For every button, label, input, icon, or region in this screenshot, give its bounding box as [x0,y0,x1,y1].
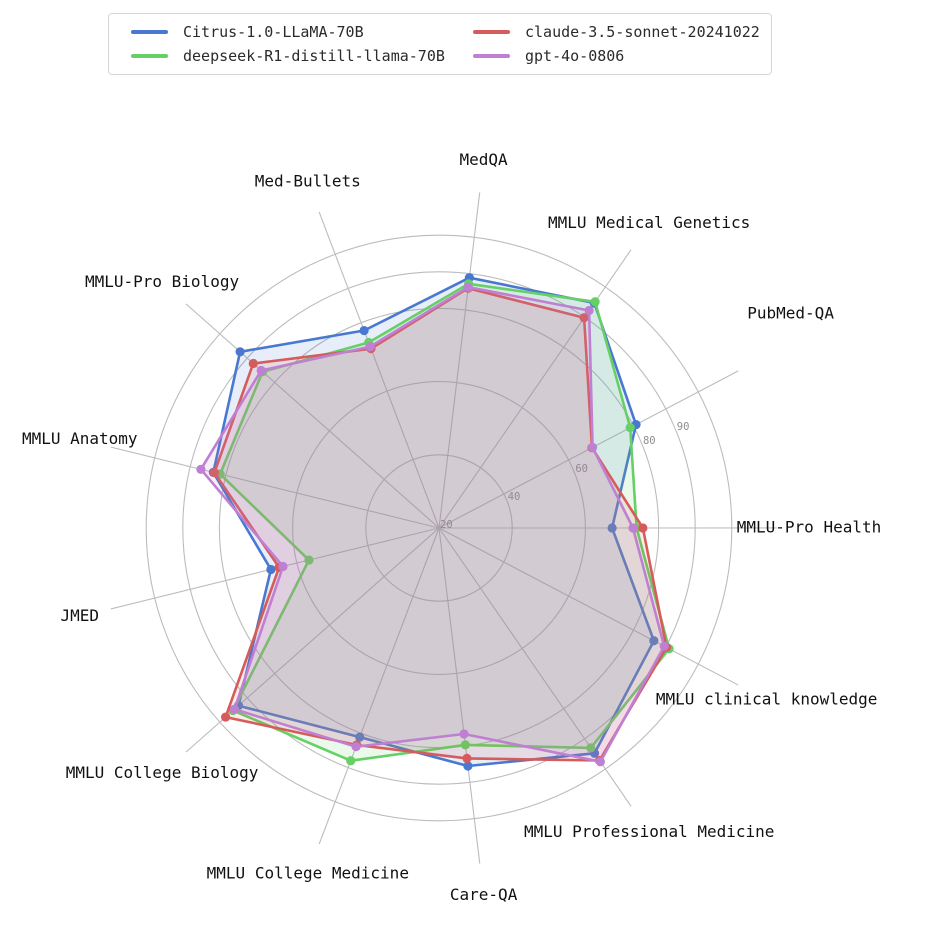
legend-item-claude: claude-3.5-sonnet-20241022 [473,23,761,41]
category-label: MMLU Anatomy [22,429,138,448]
data-point-0 [355,732,365,742]
radial-tick-label: 20 [440,519,453,531]
legend-label-deepseek: deepseek-R1-distill-llama-70B [183,47,445,65]
series-fill-2 [214,288,667,761]
data-point-3 [229,704,239,714]
category-label: JMED [60,606,99,625]
data-point-3 [459,729,469,739]
data-point-3 [196,464,206,474]
data-point-3 [595,757,605,767]
radar-axis-spoke [438,527,739,686]
data-point-0 [266,564,276,575]
data-point-3 [584,305,594,316]
category-label: Care-QA [450,885,518,904]
legend-line-swatch-citrus [131,30,168,34]
legend-item-citrus: Citrus-1.0-LLaMA-70B [131,23,473,41]
legend-line-swatch-deepseek [131,54,168,58]
data-point-2 [220,712,231,722]
data-point-1 [586,743,596,753]
series-fill-3 [200,287,665,762]
category-label: MMLU College Biology [66,763,259,782]
radar-axis-spoke [318,527,440,845]
category-label: MMLU clinical knowledge [656,689,878,708]
data-point-3 [365,342,375,352]
data-point-3 [463,282,473,292]
data-point-3 [588,442,598,452]
chart-legend: Citrus-1.0-LLaMA-70B deepseek-R1-distill… [108,13,772,75]
category-label: MMLU Professional Medicine [524,822,774,841]
legend-item-deepseek: deepseek-R1-distill-llama-70B [131,47,473,65]
radar-axis-spoke [438,527,481,864]
radar-axis-spoke [185,303,440,529]
data-point-2 [248,358,258,369]
data-point-0 [607,523,617,533]
series-line-3 [199,285,666,764]
data-point-1 [590,297,600,307]
radial-tick-label: 60 [575,463,588,475]
series-fill-0 [213,277,654,766]
category-label: MMLU College Medicine [207,863,409,882]
legend-label-claude: claude-3.5-sonnet-20241022 [525,23,760,41]
data-point-0 [359,325,369,336]
category-label: PubMed-QA [747,304,834,323]
data-point-3 [628,523,638,533]
data-point-2 [638,523,648,533]
radial-tick-label: 40 [508,491,521,503]
legend-label-gpt4o: gpt-4o-0806 [525,47,625,65]
legend-line-swatch-gpt4o [473,54,510,58]
radar-grid-circle [182,271,696,785]
radial-tick-label: 80 [643,435,656,447]
data-point-0 [235,347,245,357]
data-point-2 [209,468,220,478]
data-point-1 [625,423,635,433]
radar-axis-spoke [438,192,481,529]
data-point-0 [649,636,659,646]
radar-axis-spoke [318,211,440,529]
radar-axis-spoke [438,249,632,529]
radial-tick-label: 90 [677,421,690,433]
radar-axis-spoke [110,446,440,529]
data-point-1 [346,756,356,766]
radar-grid-circle [145,234,733,822]
data-point-1 [304,555,314,565]
series-line-1 [218,282,671,763]
category-label: MedQA [459,150,508,169]
series-fill-1 [220,283,670,761]
data-point-3 [256,365,266,376]
radar-grid-circle [365,454,513,602]
data-point-0 [463,761,473,771]
legend-item-gpt4o: gpt-4o-0806 [473,47,761,65]
legend-label-citrus: Citrus-1.0-LLaMA-70B [183,23,364,41]
category-label: Med-Bullets [255,172,361,191]
data-point-3 [351,742,361,752]
data-point-1 [460,740,470,750]
data-point-2 [579,313,589,323]
radar-grid-circle [292,381,586,675]
category-label: MMLU-Pro Biology [85,272,239,291]
legend-line-swatch-claude [473,30,510,34]
category-label: MMLU Medical Genetics [548,213,750,232]
data-point-3 [659,641,669,651]
data-point-3 [278,561,288,572]
data-point-2 [462,753,472,763]
category-label: MMLU-Pro Health [737,517,882,536]
